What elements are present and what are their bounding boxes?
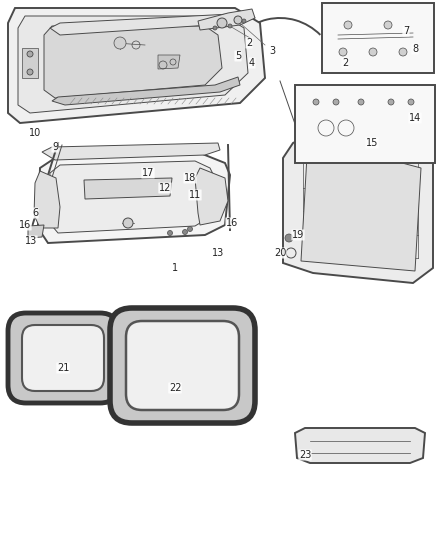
Polygon shape [42,143,220,160]
Polygon shape [28,225,44,238]
Circle shape [339,48,347,56]
Text: 7: 7 [403,26,409,36]
Polygon shape [301,138,421,271]
Circle shape [408,99,414,105]
Text: 13: 13 [25,236,37,246]
Text: 23: 23 [299,450,311,460]
Circle shape [123,218,133,228]
Text: 6: 6 [32,208,38,218]
Text: 2: 2 [246,38,252,48]
FancyBboxPatch shape [358,31,388,49]
Text: 3: 3 [269,46,275,56]
Polygon shape [44,26,222,98]
Circle shape [187,227,192,231]
Circle shape [313,99,319,105]
Circle shape [27,51,33,57]
Polygon shape [283,133,433,283]
Text: 5: 5 [235,51,241,61]
Polygon shape [34,171,60,228]
Text: 16: 16 [226,218,238,228]
FancyBboxPatch shape [305,223,410,248]
Text: 18: 18 [184,173,196,183]
Polygon shape [22,48,38,78]
Polygon shape [8,8,265,123]
Circle shape [285,234,293,242]
Text: 8: 8 [412,44,418,54]
FancyBboxPatch shape [126,321,239,410]
Polygon shape [38,153,230,243]
Polygon shape [322,3,434,73]
Circle shape [369,48,377,56]
Circle shape [228,24,232,28]
Text: 2: 2 [342,58,348,68]
Text: 16: 16 [19,220,31,230]
Text: 10: 10 [29,128,41,138]
Text: 1: 1 [172,263,178,273]
Text: 12: 12 [159,183,171,193]
Text: 13: 13 [212,248,224,258]
Circle shape [217,18,227,28]
Circle shape [242,19,246,23]
Polygon shape [295,428,425,463]
Circle shape [234,16,242,24]
Text: 9: 9 [52,142,58,152]
Polygon shape [198,9,255,30]
Text: 15: 15 [366,138,378,148]
Circle shape [344,21,352,29]
FancyBboxPatch shape [305,188,410,213]
Text: 19: 19 [292,230,304,240]
Polygon shape [295,85,435,163]
Circle shape [388,99,394,105]
FancyBboxPatch shape [8,313,118,403]
Circle shape [114,37,126,49]
Circle shape [384,21,392,29]
Text: 20: 20 [274,248,286,258]
Polygon shape [48,161,215,233]
Text: 21: 21 [57,363,69,373]
Text: 22: 22 [169,383,181,393]
Polygon shape [195,168,228,225]
Circle shape [333,99,339,105]
Text: 17: 17 [142,168,154,178]
Polygon shape [52,77,240,105]
Text: 11: 11 [189,190,201,200]
Circle shape [213,26,217,30]
Circle shape [358,99,364,105]
Text: 4: 4 [249,58,255,68]
Circle shape [167,230,173,236]
Circle shape [399,48,407,56]
Polygon shape [84,178,172,199]
Circle shape [27,69,33,75]
Text: 14: 14 [409,113,421,123]
FancyBboxPatch shape [110,308,255,423]
Circle shape [183,230,187,235]
FancyBboxPatch shape [22,325,104,391]
Polygon shape [158,55,180,69]
Polygon shape [18,16,248,113]
FancyBboxPatch shape [309,113,364,143]
Polygon shape [50,13,255,35]
